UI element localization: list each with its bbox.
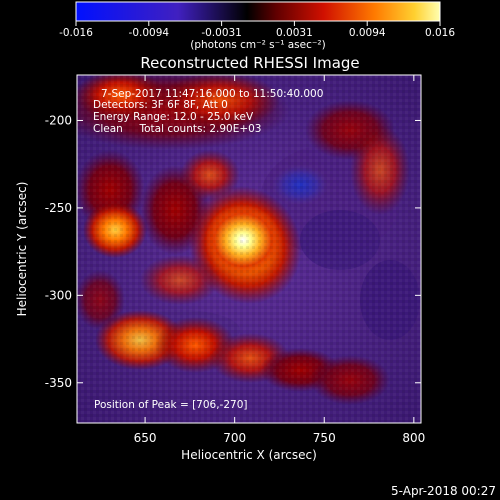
colorbar-tick-label: 0.0094 (349, 27, 386, 39)
colorbar-gradient (75, 1, 441, 22)
y-tick-label: -250 (45, 201, 72, 215)
x-tick-label: 700 (223, 431, 246, 445)
colorbar-tick-label: -0.0094 (129, 27, 170, 39)
y-axis: -200 -250 -300 -350 (45, 113, 421, 390)
info-counts: Clean Total counts: 2.90E+03 (93, 123, 262, 135)
x-tick-label: 750 (313, 431, 336, 445)
x-tick-label: 800 (402, 431, 425, 445)
colorbar-tick-label: 0.0031 (276, 27, 313, 39)
info-time-range: 7-Sep-2017 11:47:16.000 to 11:50:40.000 (101, 88, 323, 100)
y-axis-label: Heliocentric Y (arcsec) (15, 182, 29, 317)
peak-position: Position of Peak = [706,-270] (94, 399, 248, 411)
y-tick-label: -350 (45, 376, 72, 390)
y-tick-label: -200 (45, 113, 72, 127)
x-tick-label: 650 (134, 431, 157, 445)
x-axis: 650 700 750 800 (134, 75, 425, 445)
observation-info: 7-Sep-2017 11:47:16.000 to 11:50:40.000 … (93, 88, 323, 135)
plot-title: Reconstructed RHESSI Image (140, 54, 359, 72)
colorbar-unit-label: (photons cm⁻² s⁻¹ asec⁻²) (190, 39, 325, 51)
colorbar: -0.016 -0.0094 -0.0031 0.0031 0.0094 0.016 (p… (59, 1, 455, 51)
rhessi-image (77, 75, 421, 423)
x-axis-label: Heliocentric X (arcsec) (181, 448, 317, 462)
colorbar-ticks: -0.016 -0.0094 -0.0031 0.0031 0.0094 0.016 (59, 21, 455, 39)
info-detectors: Detectors: 3F 6F 8F, Att 0 (93, 99, 228, 111)
footer-date: 5-Apr-2018 00:27 (391, 484, 496, 498)
colorbar-tick-label: -0.016 (59, 27, 93, 39)
colorbar-tick-label: -0.0031 (201, 27, 242, 39)
colorbar-tick-label: 0.016 (425, 27, 455, 39)
info-energy-range: Energy Range: 12.0 - 25.0 keV (93, 111, 254, 123)
y-tick-label: -300 (45, 288, 72, 302)
plot-frame (76, 74, 422, 424)
